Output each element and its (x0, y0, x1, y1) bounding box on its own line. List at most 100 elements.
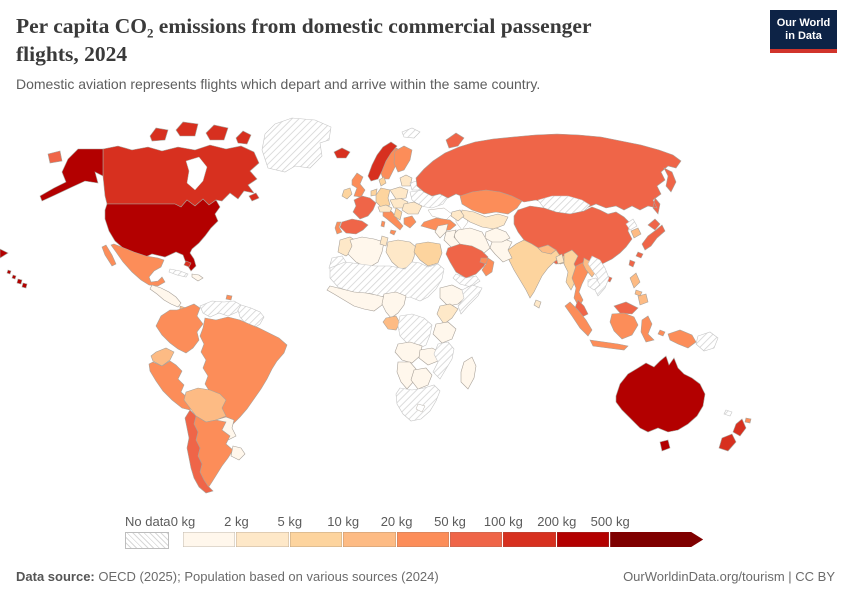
country-gabon[interactable] (382, 315, 401, 331)
country-kazakhstan[interactable] (459, 189, 523, 215)
country-taiwan[interactable] (628, 259, 636, 268)
country-uk[interactable] (351, 172, 366, 198)
legend-bin-8[interactable] (610, 532, 703, 547)
country-kenya[interactable] (436, 303, 459, 325)
legend-bin-1[interactable] (236, 532, 289, 547)
country-ecuador[interactable] (150, 347, 175, 367)
legend-bin-3[interactable] (343, 532, 396, 547)
legend-tick-2: 5 kg (277, 514, 303, 529)
country-trinidad[interactable] (225, 294, 233, 301)
country-malaysia[interactable] (574, 299, 639, 318)
legend-bin-6[interactable] (503, 532, 556, 547)
country-angola[interactable] (394, 341, 423, 364)
country-australia[interactable] (615, 355, 706, 452)
country-germany[interactable] (375, 187, 391, 209)
country-venezuela[interactable] (199, 300, 242, 318)
country-philippines[interactable] (629, 272, 649, 306)
country-spain[interactable] (339, 218, 369, 235)
map-legend: No data 0 kg 2 kg 5 kg 10 kg 20 kg 50 kg 100 k… (0, 512, 850, 552)
country-cambodia[interactable] (587, 277, 601, 291)
country-bahamas[interactable] (183, 260, 192, 268)
country-dr-congo[interactable] (397, 313, 433, 350)
country-iceland[interactable] (333, 147, 351, 159)
legend-tick-8: 500 kg (590, 514, 630, 529)
country-colombia[interactable] (155, 303, 204, 354)
country-bolivia[interactable] (183, 387, 227, 423)
country-norway[interactable] (367, 141, 398, 182)
country-mexico[interactable] (101, 243, 166, 287)
no-data-swatch[interactable] (125, 532, 169, 549)
country-indonesia[interactable] (564, 301, 697, 351)
data-source-note: Data source: OECD (2025); Population bas… (16, 569, 439, 584)
country-russia[interactable] (47, 132, 682, 215)
country-central-asia[interactable] (460, 209, 509, 230)
legend-bin-5[interactable] (450, 532, 503, 547)
legend-tick-3: 10 kg (327, 514, 360, 529)
country-south-korea[interactable] (630, 227, 642, 239)
country-tunisia[interactable] (379, 235, 389, 247)
country-nigeria[interactable] (381, 291, 407, 319)
country-balkans[interactable] (393, 207, 403, 221)
country-caucasus[interactable] (450, 209, 465, 222)
country-north-korea[interactable] (625, 218, 638, 231)
country-somalia[interactable] (457, 284, 483, 315)
country-uae[interactable] (479, 257, 489, 265)
country-egypt[interactable] (413, 241, 443, 267)
hudson-bay (185, 156, 208, 191)
country-france[interactable] (352, 195, 377, 220)
country-poland[interactable] (389, 186, 409, 200)
legend-bin-7[interactable] (556, 532, 610, 547)
country-sri-lanka[interactable] (533, 299, 542, 309)
country-nepal[interactable] (537, 244, 557, 255)
footer-link[interactable]: OurWorldinData.org/tourism | CC BY (623, 569, 835, 584)
country-canada[interactable] (102, 121, 260, 208)
country-cuba[interactable] (168, 268, 189, 278)
country-usa[interactable] (0, 148, 221, 289)
country-botswana[interactable] (410, 367, 433, 390)
country-mozambique[interactable] (432, 341, 455, 380)
legend-bin-4[interactable] (396, 532, 449, 547)
country-yemen[interactable] (452, 273, 481, 288)
country-west-africa[interactable] (326, 285, 385, 312)
country-greenland[interactable] (261, 117, 332, 173)
country-vietnam[interactable] (587, 255, 610, 297)
country-italy[interactable] (380, 208, 404, 236)
country-denmark[interactable] (378, 176, 387, 187)
country-fiji[interactable] (744, 417, 752, 424)
country-romania-bulgaria[interactable] (401, 201, 423, 215)
country-uruguay[interactable] (230, 445, 246, 461)
country-central-america[interactable] (149, 284, 182, 308)
country-algeria[interactable] (347, 236, 385, 269)
owid-logo[interactable]: Our World in Data (770, 10, 837, 53)
country-levant[interactable] (434, 223, 449, 239)
country-svalbard[interactable] (401, 127, 421, 139)
owid-logo-line2: in Data (785, 30, 822, 42)
legend-bin-0[interactable] (183, 532, 236, 547)
no-data-label: No data (125, 514, 171, 529)
legend-bin-2[interactable] (289, 532, 343, 547)
owid-logo-accent (770, 49, 837, 53)
country-hispaniola[interactable] (191, 273, 204, 282)
country-new-zealand[interactable] (718, 418, 747, 452)
country-guyana[interactable] (237, 304, 265, 330)
country-baltics[interactable] (399, 174, 413, 187)
country-switzerland-austria[interactable] (377, 204, 393, 213)
country-greece[interactable] (403, 215, 417, 229)
country-new-caledonia[interactable] (723, 409, 733, 417)
black-sea (427, 207, 453, 221)
data-source-text: OECD (2025); Population based on various… (94, 569, 439, 584)
country-namibia[interactable] (396, 361, 417, 390)
country-japan[interactable] (635, 218, 666, 259)
country-saudi-arabia[interactable] (445, 243, 489, 279)
country-portugal[interactable] (334, 221, 343, 235)
page-subtitle: Domestic aviation represents flights whi… (16, 76, 541, 92)
country-tanzania[interactable] (432, 321, 457, 344)
country-madagascar[interactable] (460, 356, 477, 390)
country-papua-new-guinea[interactable] (695, 331, 719, 352)
country-chile[interactable] (184, 409, 214, 494)
country-south-africa[interactable] (395, 384, 441, 422)
legend-tick-7: 200 kg (537, 514, 577, 529)
country-finland[interactable] (393, 145, 413, 173)
country-afghanistan[interactable] (484, 227, 511, 243)
country-ireland[interactable] (341, 187, 353, 200)
